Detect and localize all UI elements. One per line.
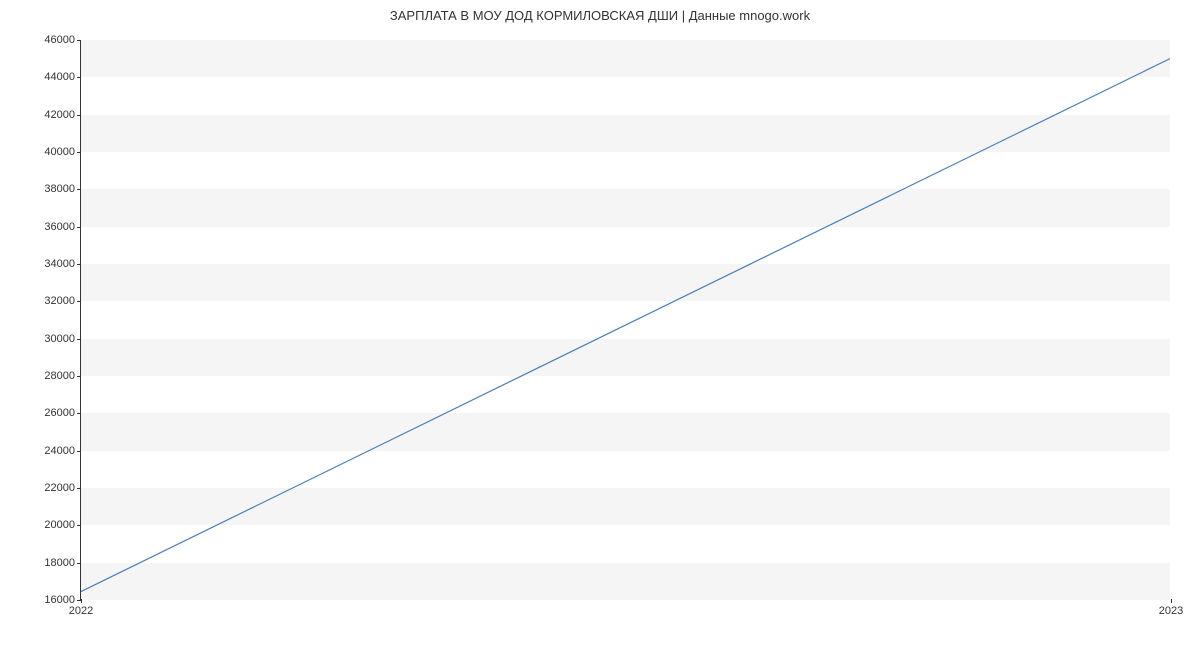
y-tick-label: 34000 xyxy=(44,258,75,270)
y-tick-label: 44000 xyxy=(44,71,75,83)
x-tick-mark xyxy=(81,599,82,603)
y-tick-mark xyxy=(77,264,81,265)
y-tick-mark xyxy=(77,77,81,78)
y-tick-mark xyxy=(77,339,81,340)
y-tick-mark xyxy=(77,40,81,41)
plot-area: 1600018000200002200024000260002800030000… xyxy=(80,40,1170,600)
y-tick-label: 32000 xyxy=(44,295,75,307)
y-tick-mark xyxy=(77,189,81,190)
y-tick-label: 18000 xyxy=(44,557,75,569)
y-tick-mark xyxy=(77,227,81,228)
y-tick-mark xyxy=(77,115,81,116)
data-polyline xyxy=(81,59,1170,592)
chart-title: ЗАРПЛАТА В МОУ ДОД КОРМИЛОВСКАЯ ДШИ | Да… xyxy=(0,8,1200,23)
y-tick-label: 24000 xyxy=(44,445,75,457)
y-tick-mark xyxy=(77,301,81,302)
y-tick-mark xyxy=(77,376,81,377)
x-tick-mark xyxy=(1171,599,1172,603)
y-tick-mark xyxy=(77,563,81,564)
y-tick-mark xyxy=(77,451,81,452)
y-tick-mark xyxy=(77,152,81,153)
y-tick-label: 20000 xyxy=(44,519,75,531)
y-tick-label: 26000 xyxy=(44,407,75,419)
y-tick-label: 30000 xyxy=(44,333,75,345)
y-tick-label: 36000 xyxy=(44,221,75,233)
y-tick-mark xyxy=(77,413,81,414)
y-tick-label: 46000 xyxy=(44,34,75,46)
line-series xyxy=(81,40,1170,599)
y-tick-label: 42000 xyxy=(44,109,75,121)
y-tick-label: 28000 xyxy=(44,370,75,382)
y-tick-label: 38000 xyxy=(44,183,75,195)
y-tick-label: 22000 xyxy=(44,482,75,494)
y-tick-mark xyxy=(77,525,81,526)
x-tick-label: 2022 xyxy=(69,605,93,617)
y-tick-label: 40000 xyxy=(44,146,75,158)
chart-container: ЗАРПЛАТА В МОУ ДОД КОРМИЛОВСКАЯ ДШИ | Да… xyxy=(0,0,1200,650)
y-tick-mark xyxy=(77,488,81,489)
x-tick-label: 2023 xyxy=(1159,605,1183,617)
